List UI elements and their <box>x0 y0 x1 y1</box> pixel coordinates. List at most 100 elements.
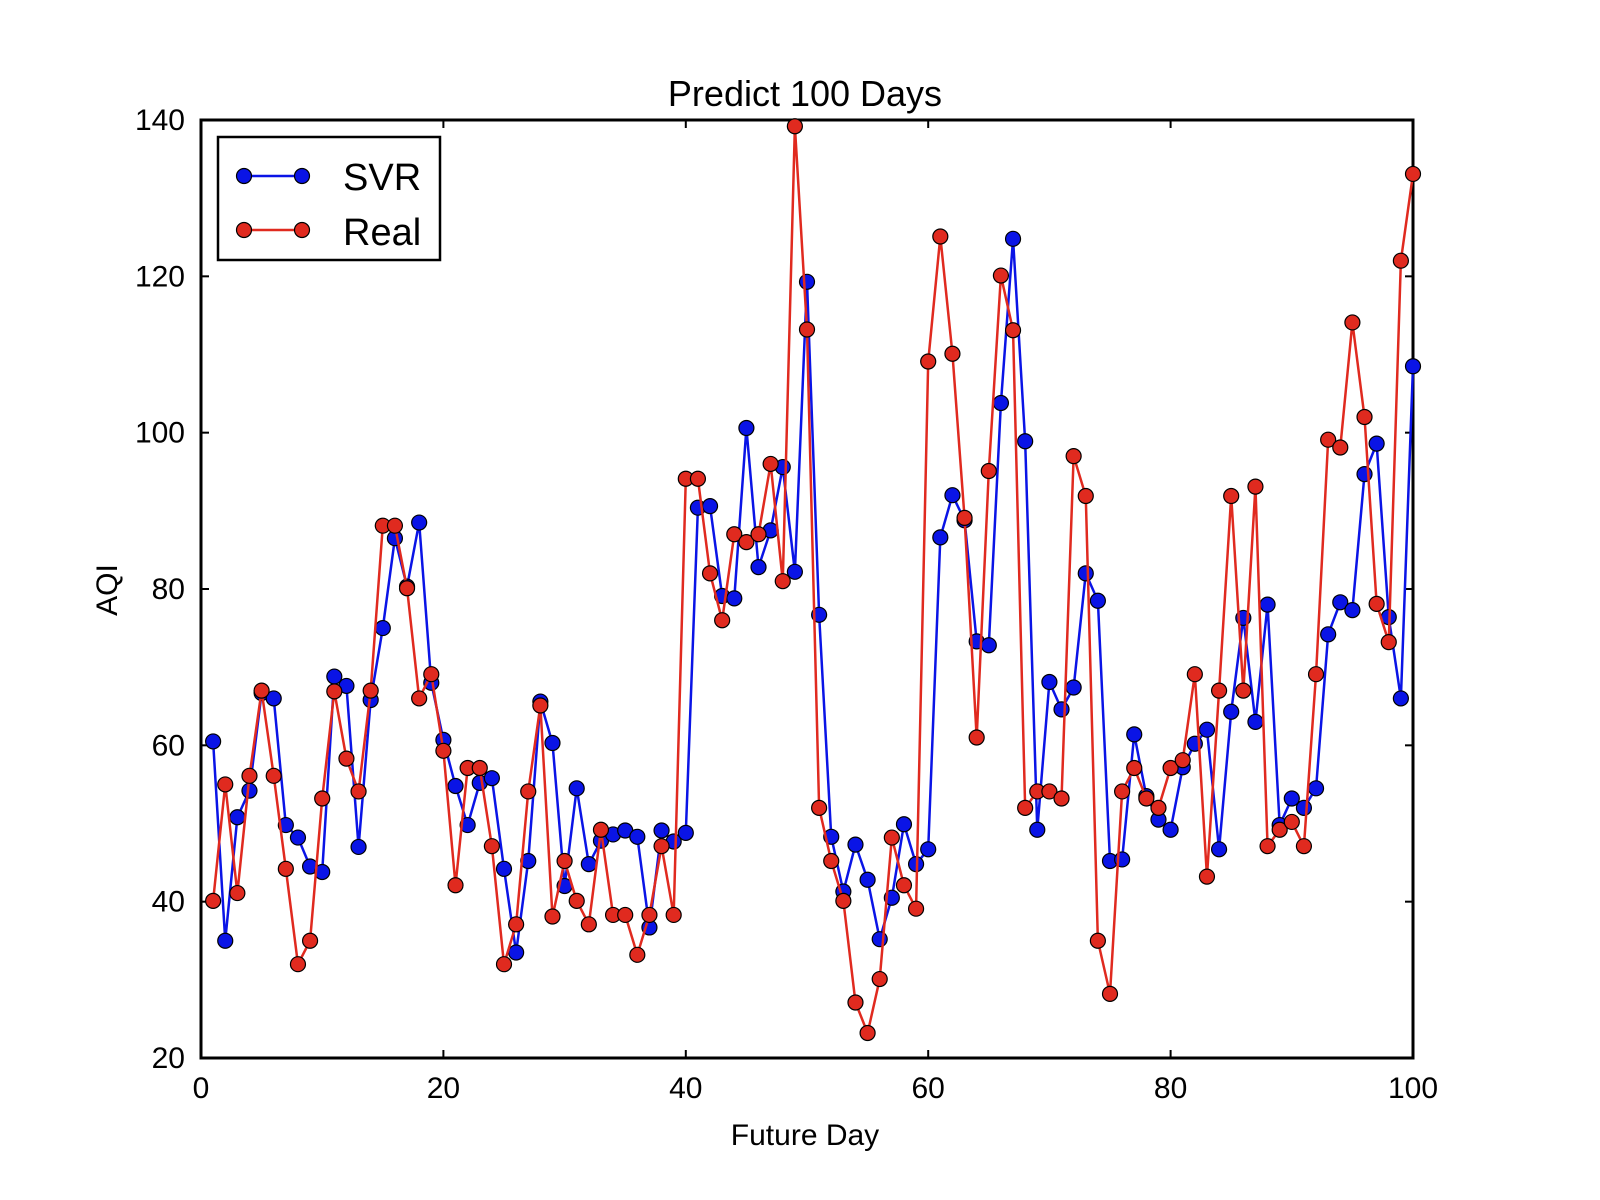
data-point-svr <box>1392 690 1409 707</box>
data-point-real <box>495 956 513 973</box>
data-point-real <box>217 776 234 793</box>
data-point-real <box>1198 868 1216 885</box>
data-point-real <box>277 860 294 877</box>
data-point-svr <box>859 871 876 888</box>
data-point-svr <box>568 780 585 797</box>
data-point-real <box>956 509 973 526</box>
data-point-svr <box>1332 594 1349 611</box>
data-point-real <box>398 580 416 597</box>
data-point-real <box>1186 666 1203 683</box>
data-point-real <box>641 906 658 924</box>
data-point-real <box>592 821 610 838</box>
data-point-svr <box>1126 726 1143 743</box>
data-point-real <box>798 321 816 338</box>
data-point-svr <box>798 273 816 290</box>
data-point-real <box>1138 790 1155 807</box>
data-point-real <box>1077 487 1094 505</box>
data-point-svr <box>677 824 694 841</box>
data-point-real <box>726 526 743 543</box>
data-point-real <box>1404 165 1422 183</box>
data-point-real <box>1174 752 1191 769</box>
data-point-real <box>689 470 707 487</box>
data-point-real <box>1223 487 1240 505</box>
data-point-real <box>205 892 222 909</box>
data-point-real <box>750 526 767 543</box>
legend: SVR Real <box>216 135 442 262</box>
y-tick-label: 60 <box>152 729 185 762</box>
data-point-real <box>471 759 488 777</box>
data-point-real <box>289 956 307 973</box>
data-point-svr <box>1368 435 1385 452</box>
data-point-real <box>883 829 900 846</box>
data-point-real <box>423 666 440 683</box>
data-point-real <box>229 884 246 902</box>
data-point-svr <box>1259 596 1276 613</box>
data-point-svr <box>1404 358 1422 375</box>
x-tick-label: 0 <box>193 1072 210 1105</box>
data-point-real <box>980 462 997 480</box>
data-point-real <box>508 916 525 933</box>
data-point-svr <box>992 394 1010 412</box>
data-point-real <box>483 838 500 855</box>
y-tick-label: 120 <box>135 260 185 293</box>
x-tick-label: 100 <box>1388 1072 1438 1105</box>
data-point-real <box>1017 799 1034 816</box>
data-point-real <box>920 353 937 370</box>
data-point-svr <box>374 619 391 637</box>
data-point-svr <box>847 836 864 853</box>
data-point-svr <box>629 828 646 845</box>
x-axis: 0 20 40 60 80 100 <box>193 120 1438 1105</box>
data-point-svr <box>1053 701 1070 718</box>
data-point-real <box>544 908 561 925</box>
data-point-real <box>762 455 779 473</box>
data-point-svr <box>1162 821 1179 838</box>
data-point-real <box>265 767 282 784</box>
data-point-svr <box>544 734 561 752</box>
data-point-svr <box>701 498 719 515</box>
data-point-real <box>1210 682 1228 699</box>
data-point-svr <box>1307 780 1325 797</box>
data-point-svr <box>447 777 464 795</box>
data-point-real <box>847 994 864 1011</box>
data-point-real <box>1126 759 1143 777</box>
data-point-svr <box>1017 433 1034 450</box>
data-point-svr <box>1283 790 1300 807</box>
data-point-real <box>1259 838 1276 855</box>
data-point-real <box>907 900 925 917</box>
y-tick-label: 20 <box>152 1042 185 1075</box>
data-point-real <box>701 565 719 582</box>
data-point-real <box>1162 759 1179 777</box>
series-real <box>205 118 1422 1042</box>
data-point-real <box>835 892 852 909</box>
data-point-real <box>932 228 949 245</box>
data-point-real <box>1101 985 1119 1003</box>
data-point-real <box>1295 838 1313 855</box>
data-point-svr <box>483 770 500 787</box>
y-tick-label: 80 <box>152 573 185 606</box>
data-point-real <box>1004 322 1022 339</box>
data-point-real <box>532 697 549 714</box>
data-point-svr <box>871 931 888 948</box>
data-point-real <box>944 345 961 362</box>
data-point-real <box>1247 478 1264 495</box>
data-point-real <box>895 877 913 894</box>
data-point-svr <box>1198 721 1216 738</box>
data-point-real <box>350 783 367 800</box>
data-point-real <box>580 916 597 933</box>
data-point-real <box>253 682 270 699</box>
data-point-real <box>435 742 452 759</box>
data-point-svr <box>495 860 513 877</box>
data-point-real <box>1235 682 1252 699</box>
data-point-svr <box>750 559 767 576</box>
data-point-real <box>411 690 428 707</box>
data-point-real <box>1332 439 1349 456</box>
data-point-real <box>1053 790 1070 807</box>
data-point-real <box>1356 408 1373 426</box>
data-point-svr <box>738 419 755 437</box>
data-point-svr <box>1077 565 1094 582</box>
data-point-svr <box>1029 821 1046 838</box>
y-tick-label: 100 <box>135 417 185 450</box>
data-point-svr <box>217 932 234 949</box>
data-point-real <box>1065 448 1082 465</box>
y-tick-label: 140 <box>135 104 185 137</box>
